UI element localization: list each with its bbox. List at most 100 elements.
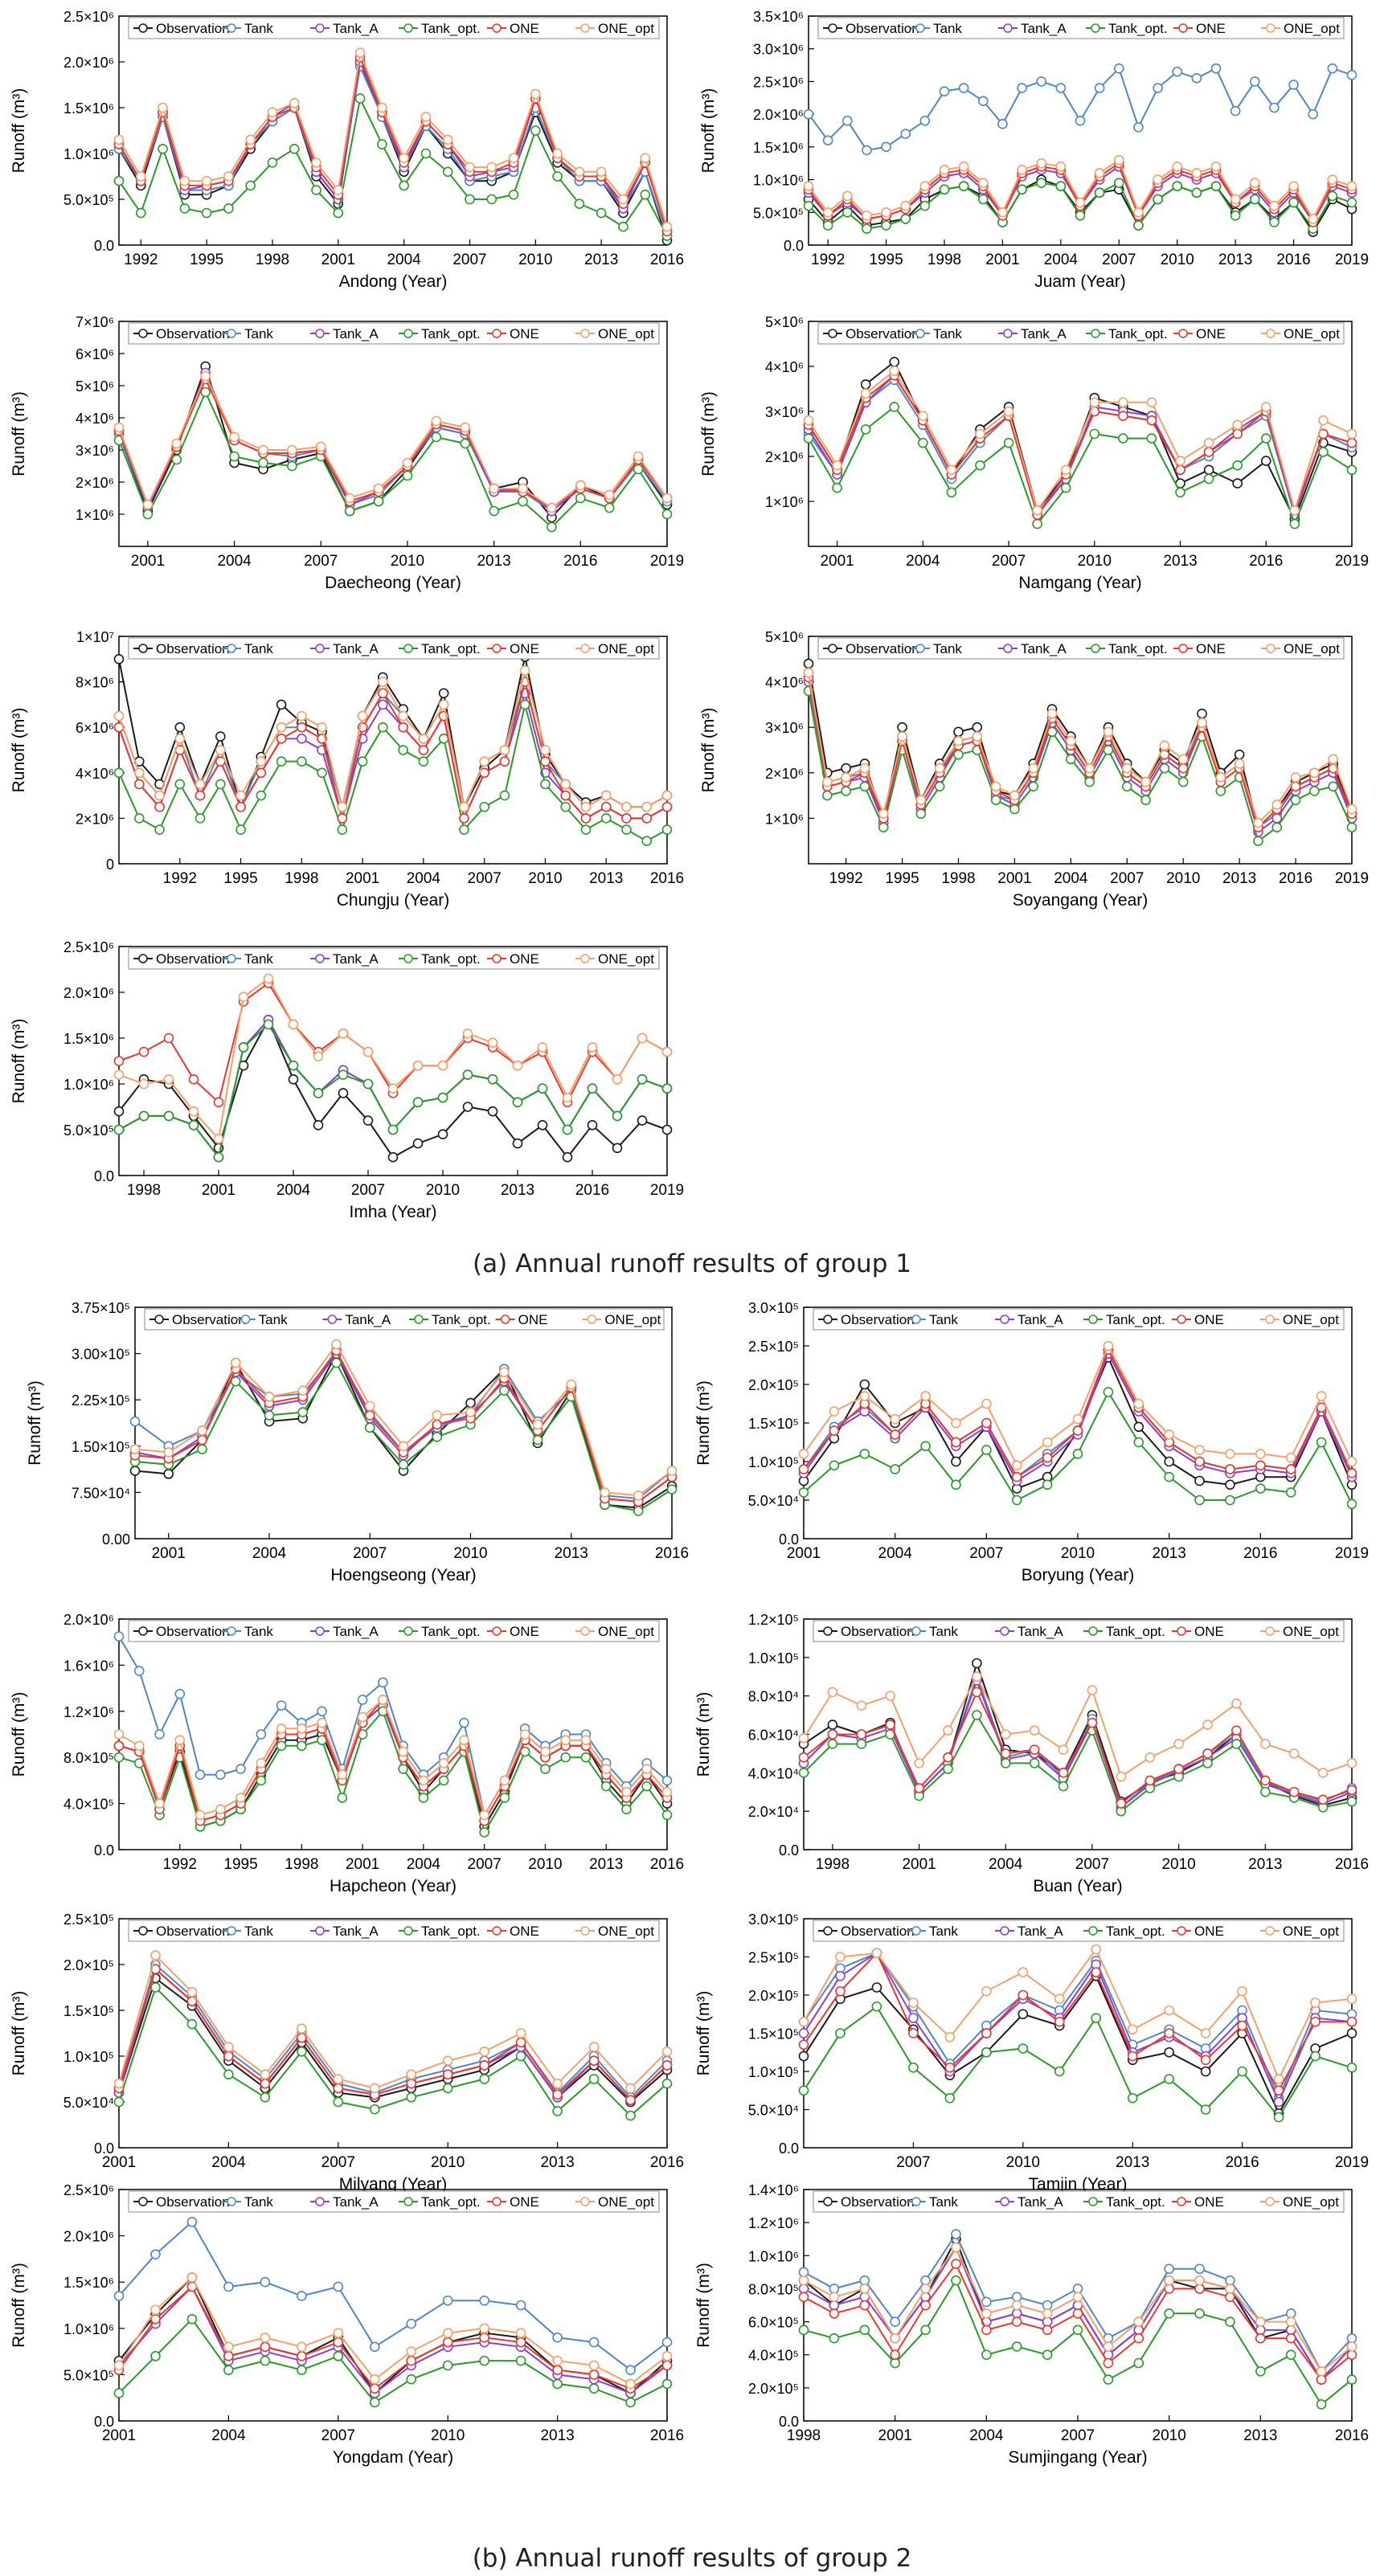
data-point-one-opt bbox=[317, 1717, 327, 1728]
legend-box bbox=[128, 2190, 660, 2213]
legend-marker bbox=[492, 1626, 502, 1636]
data-point-one-opt bbox=[990, 781, 1001, 792]
y-axis-label: Runoff (m³) bbox=[694, 1692, 713, 1777]
data-point-tank-opt bbox=[1309, 786, 1320, 796]
data-point-tank bbox=[939, 86, 950, 96]
y-tick-label: 3×10⁶ bbox=[765, 404, 804, 420]
data-point-one-opt bbox=[229, 431, 240, 443]
data-point-tank-opt bbox=[398, 745, 408, 755]
x-tick-label: 2013 bbox=[1163, 553, 1197, 570]
y-tick-label: 1.0×10⁶ bbox=[63, 1077, 114, 1093]
data-point-tank-opt bbox=[142, 509, 154, 520]
data-point-one-opt bbox=[1140, 776, 1151, 787]
data-point-tank-opt bbox=[958, 181, 969, 192]
data-point-observation bbox=[972, 1658, 982, 1669]
data-point-one-opt bbox=[235, 1793, 246, 1803]
data-point-one-opt bbox=[1290, 772, 1301, 783]
data-point-tank-opt bbox=[1029, 1758, 1040, 1768]
data-point-one-opt bbox=[344, 493, 355, 504]
legend-marker bbox=[911, 2197, 921, 2206]
data-point-tank-opt bbox=[508, 190, 519, 200]
y-tick-label: 0.0 bbox=[784, 238, 804, 254]
data-point-tank bbox=[900, 129, 911, 139]
data-point-one-opt bbox=[946, 464, 957, 476]
legend-label: Tank_opt. bbox=[421, 1924, 481, 1939]
data-point-one-opt bbox=[1346, 1758, 1357, 1768]
data-point-observation bbox=[798, 2051, 809, 2062]
data-point-one-opt bbox=[1018, 1967, 1029, 1977]
legend-marker bbox=[227, 954, 236, 963]
data-point-observation bbox=[465, 1397, 476, 1409]
data-point-tank-opt bbox=[297, 1740, 307, 1752]
series-line-tank bbox=[118, 1635, 668, 1818]
data-point-tank-a bbox=[798, 2028, 809, 2038]
legend-marker bbox=[138, 954, 148, 963]
data-point-tank-opt bbox=[829, 1460, 840, 1471]
data-point-tank-opt bbox=[1011, 1494, 1022, 1506]
x-tick-label: 2001 bbox=[321, 251, 355, 268]
x-tick-label: 2010 bbox=[391, 553, 424, 570]
data-point-one-opt bbox=[574, 166, 585, 178]
data-point-tank bbox=[406, 2318, 417, 2329]
y-axis-label: Runoff (m³) bbox=[694, 1380, 713, 1466]
legend-marker bbox=[1000, 1315, 1009, 1324]
data-point-one bbox=[1116, 1798, 1127, 1809]
data-point-tank-opt bbox=[163, 1110, 174, 1122]
data-point-one-opt bbox=[1346, 181, 1357, 192]
legend: Observation Tank Tank_A Tank_opt. ONE ONE_opt bbox=[128, 1620, 660, 1642]
legend-label: Tank_A bbox=[333, 2194, 379, 2210]
legend-marker bbox=[1000, 1626, 1009, 1636]
plot-frame bbox=[118, 321, 668, 547]
data-point-tank-opt bbox=[1290, 795, 1301, 806]
data-point-tank-a bbox=[908, 2013, 919, 2023]
series-line-one-opt bbox=[803, 1343, 1353, 1467]
legend-marker bbox=[315, 1626, 325, 1636]
data-point-observation bbox=[860, 379, 871, 390]
data-point-tank-opt bbox=[587, 1083, 598, 1094]
x-tick-label: 2004 bbox=[969, 2427, 1004, 2444]
series-line-tank-a bbox=[808, 681, 1353, 834]
data-point-tank bbox=[215, 1769, 226, 1781]
data-point-observation bbox=[362, 1115, 374, 1126]
y-tick-label: 4.0×10⁵ bbox=[63, 1797, 114, 1813]
legend-marker bbox=[227, 1926, 236, 1936]
y-tick-label: 2.0×10⁴ bbox=[748, 1804, 799, 1820]
y-tick-label: 1.0×10⁵ bbox=[63, 2049, 114, 2065]
data-point-tank-opt bbox=[1127, 2092, 1138, 2104]
x-tick-label: 2004 bbox=[1054, 870, 1088, 887]
series-line-one-opt bbox=[118, 374, 668, 509]
x-tick-label: 2007 bbox=[468, 870, 502, 887]
data-point-tank-opt bbox=[918, 437, 928, 448]
data-point-tank bbox=[1191, 73, 1202, 84]
data-point-one bbox=[890, 1429, 900, 1440]
data-point-tank bbox=[235, 1764, 246, 1774]
data-point-one-opt bbox=[859, 1391, 870, 1401]
data-point-one-opt bbox=[420, 112, 432, 122]
x-axis-label: Imha (Year) bbox=[350, 1203, 437, 1221]
data-point-one-opt bbox=[200, 370, 211, 382]
series-line-tank-opt bbox=[803, 1390, 1353, 1505]
data-point-one-opt bbox=[315, 441, 326, 452]
legend-marker bbox=[823, 1626, 833, 1636]
data-point-one-opt bbox=[1118, 397, 1128, 408]
data-point-tank-opt bbox=[574, 198, 585, 209]
data-point-tank-opt bbox=[1316, 1437, 1327, 1448]
y-tick-label: 2.0×10⁶ bbox=[63, 985, 114, 1001]
y-axis-label: Runoff (m³) bbox=[10, 1692, 28, 1777]
legend-label: ONE bbox=[1196, 21, 1226, 36]
y-tick-label: 5.0×10⁴ bbox=[748, 1493, 799, 1509]
data-point-tank-opt bbox=[256, 790, 267, 801]
data-point-one-opt bbox=[920, 2284, 931, 2294]
data-point-tank-opt bbox=[113, 2096, 125, 2108]
legend-marker bbox=[1091, 329, 1100, 338]
data-point-tank-opt bbox=[256, 1775, 267, 1786]
y-tick-label: 8.0×10⁵ bbox=[63, 1750, 114, 1766]
data-point-observation bbox=[803, 658, 814, 669]
data-point-one-opt bbox=[1269, 200, 1280, 211]
data-point-one-opt bbox=[1009, 790, 1020, 801]
data-point-observation bbox=[276, 699, 287, 710]
legend-label: ONE_opt bbox=[604, 1312, 661, 1327]
data-point-tank-opt bbox=[939, 184, 950, 195]
data-point-one bbox=[1346, 437, 1357, 448]
data-point-observation bbox=[859, 1379, 870, 1390]
